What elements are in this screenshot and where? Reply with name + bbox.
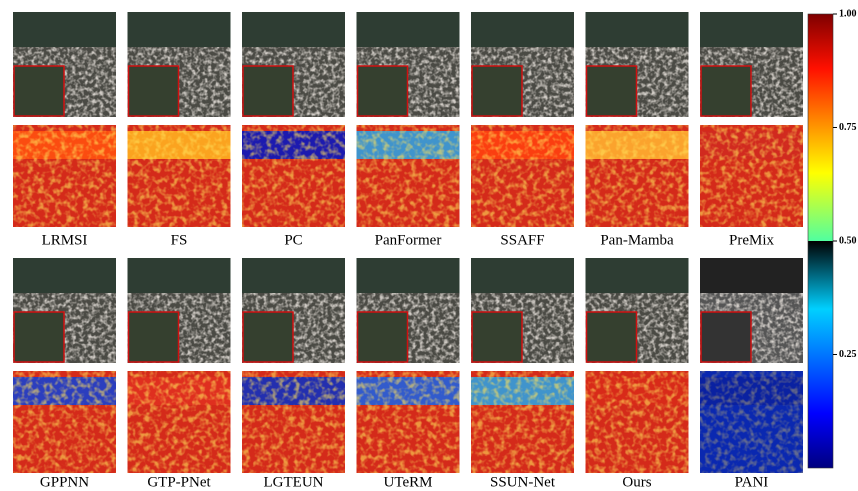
method-label: FS	[171, 232, 188, 248]
heatmap-texture	[128, 125, 231, 227]
method-label: GTP-PNet	[147, 474, 211, 490]
river	[242, 12, 345, 47]
river	[471, 258, 574, 293]
heatmap-texture	[13, 125, 116, 227]
heatmap-texture	[357, 371, 460, 473]
zoom-inset	[701, 66, 751, 116]
heatmap-texture	[128, 371, 231, 473]
river	[242, 258, 345, 293]
method-label: GPPNN	[40, 474, 89, 490]
method-label: Pan-Mamba	[600, 232, 674, 248]
zoom-inset	[472, 66, 522, 116]
colorbar	[808, 14, 833, 468]
zoom-inset	[243, 312, 293, 362]
heatmap-texture	[357, 125, 460, 227]
zoom-inset	[587, 312, 637, 362]
method-label: PanFormer	[375, 232, 442, 248]
river	[13, 258, 116, 293]
zoom-inset	[587, 66, 637, 116]
heatmap-texture	[242, 371, 345, 473]
method-label: LGTEUN	[264, 474, 324, 490]
river	[128, 258, 231, 293]
zoom-inset	[701, 312, 751, 362]
river	[700, 12, 803, 47]
method-label: PC	[284, 232, 302, 248]
colorbar-tick-label: 0.75	[839, 122, 857, 133]
method-label: SSAFF	[500, 232, 544, 248]
figure: LRMSI FS PC PanFormer SSAFF Pan-Mamba PreMix GP…	[0, 0, 858, 491]
river	[128, 12, 231, 47]
method-label: LRMSI	[42, 232, 88, 248]
zoom-inset	[14, 312, 64, 362]
heatmap-texture	[586, 125, 689, 227]
colorbar-tick-label: 0.25	[839, 349, 857, 360]
heatmap-texture	[13, 371, 116, 473]
method-label: PANI	[735, 474, 769, 490]
river	[700, 258, 803, 293]
zoom-inset	[358, 312, 408, 362]
river	[586, 258, 689, 293]
heatmap-texture	[471, 371, 574, 473]
heatmap-texture	[700, 371, 803, 473]
river	[357, 258, 460, 293]
heatmap-texture	[700, 125, 803, 227]
heatmap-texture	[242, 125, 345, 227]
river	[13, 12, 116, 47]
zoom-inset	[14, 66, 64, 116]
method-label: Ours	[622, 474, 651, 490]
method-label: UTeRM	[384, 474, 433, 490]
heatmap-texture	[471, 125, 574, 227]
zoom-inset	[358, 66, 408, 116]
zoom-inset	[129, 66, 179, 116]
river	[586, 12, 689, 47]
heatmap-texture	[586, 371, 689, 473]
colorbar-tick-label: 0.50	[839, 235, 857, 246]
zoom-inset	[129, 312, 179, 362]
river	[357, 12, 460, 47]
method-label: PreMix	[729, 232, 775, 248]
river	[471, 12, 574, 47]
zoom-inset	[243, 66, 293, 116]
zoom-inset	[472, 312, 522, 362]
colorbar-tick-label: 1.00	[839, 8, 857, 19]
method-label: SSUN-Net	[490, 474, 556, 490]
